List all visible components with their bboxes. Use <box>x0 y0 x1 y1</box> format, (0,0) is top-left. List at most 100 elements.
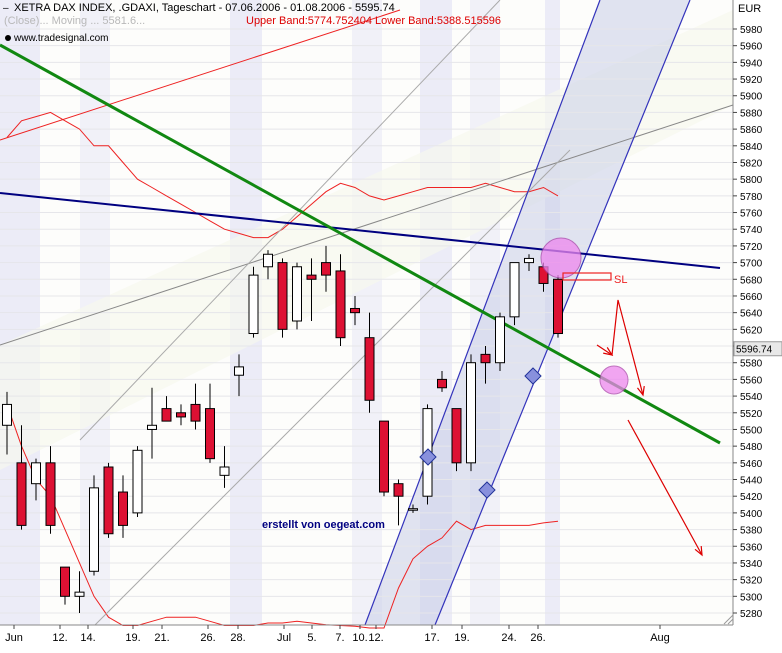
candle-body <box>248 274 259 335</box>
touch-marker <box>419 448 437 466</box>
candle-body <box>335 270 346 339</box>
watermark: erstellt von oegeat.com <box>262 519 385 531</box>
chart-title: XETRA DAX INDEX, .GDAXI, Tageschart - 07… <box>14 2 395 14</box>
y-tick-label: 5960 <box>740 42 763 53</box>
y-tick-label: 5520 <box>740 409 763 420</box>
bollinger-values: Upper Band:5774.752404 Lower Band:5388.5… <box>246 15 501 27</box>
candle-body <box>2 403 12 426</box>
legend-faded: (Close)... Moving ... 5581.6... <box>4 15 145 27</box>
bollinger-lower-line <box>6 404 559 629</box>
projection-arrow <box>596 299 644 396</box>
y-tick-label: 5580 <box>740 359 763 370</box>
arrow-head <box>694 545 703 557</box>
y-tick-label: 5420 <box>740 492 763 503</box>
y-tick-label: 5620 <box>740 325 763 336</box>
x-tick-label: 12. <box>368 632 383 644</box>
y-tick-label: 5880 <box>740 108 763 119</box>
indicator-lines <box>0 9 559 629</box>
y-tick-label: 5660 <box>740 292 763 303</box>
arrow-head <box>603 347 614 356</box>
candle-body <box>205 408 215 460</box>
candle-body <box>524 257 534 264</box>
candle-body <box>408 508 418 511</box>
y-tick-label: 5340 <box>740 559 763 570</box>
candle-body <box>176 412 186 418</box>
y-tick-label: 5500 <box>740 425 763 436</box>
y-tick-label: 5680 <box>740 275 763 286</box>
source-icon <box>5 35 11 41</box>
candle-body <box>31 462 41 485</box>
y-tick-label: 5360 <box>740 542 763 553</box>
y-tick-label: 5840 <box>740 142 763 153</box>
bollinger-upper-line <box>6 111 559 239</box>
y-tick-label: 5560 <box>740 375 763 386</box>
x-tick-label: 26. <box>530 632 545 644</box>
channel-fill <box>0 10 733 470</box>
x-tick-label: 17. <box>424 632 439 644</box>
candle-body <box>89 487 99 572</box>
candle-body <box>321 262 331 276</box>
stop-loss-box <box>562 272 612 281</box>
candle-body <box>60 566 70 597</box>
y-tick-label: 5940 <box>740 58 763 69</box>
y-tick-label: 5300 <box>740 592 763 603</box>
y-axis: 5280 5300 5320 5340 5360 5380 5400 5420 5440 5460… <box>733 25 782 620</box>
arrow-head <box>636 386 645 397</box>
y-tick-label: 5980 <box>740 25 763 36</box>
candle-body <box>364 337 375 401</box>
y-tick-label: 5640 <box>740 309 763 320</box>
candle-body <box>234 366 244 376</box>
candle-body <box>466 362 476 464</box>
x-tick-label: 7. <box>335 632 344 644</box>
last-price-box <box>733 341 782 357</box>
x-axis: Jun 12. 14. 19. 21. 26. 28. Jul 5. 7. 10. 12. 17. 19.… <box>5 625 670 644</box>
x-tick-label: 12. <box>52 632 67 644</box>
candle-body <box>509 262 520 318</box>
x-tick-label: 21. <box>154 632 169 644</box>
x-tick-label: 19. <box>454 632 469 644</box>
x-tick-label: Jul <box>277 632 291 644</box>
y-tick-label: 5760 <box>740 209 763 220</box>
source-label: www.tradesignal.com <box>13 33 108 44</box>
candle-body <box>495 316 505 364</box>
candle-body <box>480 353 491 364</box>
y-axis-panel <box>733 0 782 648</box>
candle-body <box>379 420 389 493</box>
y-tick-label: 5440 <box>740 476 763 487</box>
x-tick-label: 24. <box>501 632 516 644</box>
candle-body <box>306 274 317 280</box>
grey-channel-line <box>0 104 734 346</box>
candle-body <box>74 591 85 597</box>
x-tick-label: Aug <box>650 632 670 644</box>
y-tick-label: 5900 <box>740 92 763 103</box>
candle-body <box>292 266 302 322</box>
candle-body <box>350 307 360 314</box>
x-tick-label: 5. <box>307 632 316 644</box>
y-tick-label: 5480 <box>740 442 763 453</box>
collapse-icon[interactable]: – <box>3 3 9 14</box>
annotations: SL <box>419 237 703 557</box>
highlight-circle <box>540 237 582 279</box>
y-tick-label: 5320 <box>740 576 763 587</box>
y-tick-label: 5820 <box>740 158 763 169</box>
candle-body <box>219 466 230 476</box>
candle-body <box>451 408 462 464</box>
candle-body <box>45 462 56 526</box>
navy-trend-line <box>0 192 721 269</box>
x-tick-label: 10. <box>352 632 367 644</box>
x-tick-label: 26. <box>200 632 215 644</box>
grey-channel-line <box>79 0 501 441</box>
x-tick-label: 14. <box>80 632 95 644</box>
candle-body <box>553 278 563 335</box>
y-tick-label: 5700 <box>740 259 763 270</box>
resize-grip-icon[interactable] <box>723 614 734 625</box>
y-axis-unit: EUR <box>738 3 761 15</box>
candle-body <box>103 466 114 535</box>
x-tick-label: 19. <box>125 632 140 644</box>
highlight-circle <box>599 365 629 395</box>
candle-body <box>16 462 27 526</box>
candle-body <box>263 253 273 268</box>
y-tick-label: 5800 <box>740 175 763 186</box>
y-tick-label: 5780 <box>740 192 763 203</box>
